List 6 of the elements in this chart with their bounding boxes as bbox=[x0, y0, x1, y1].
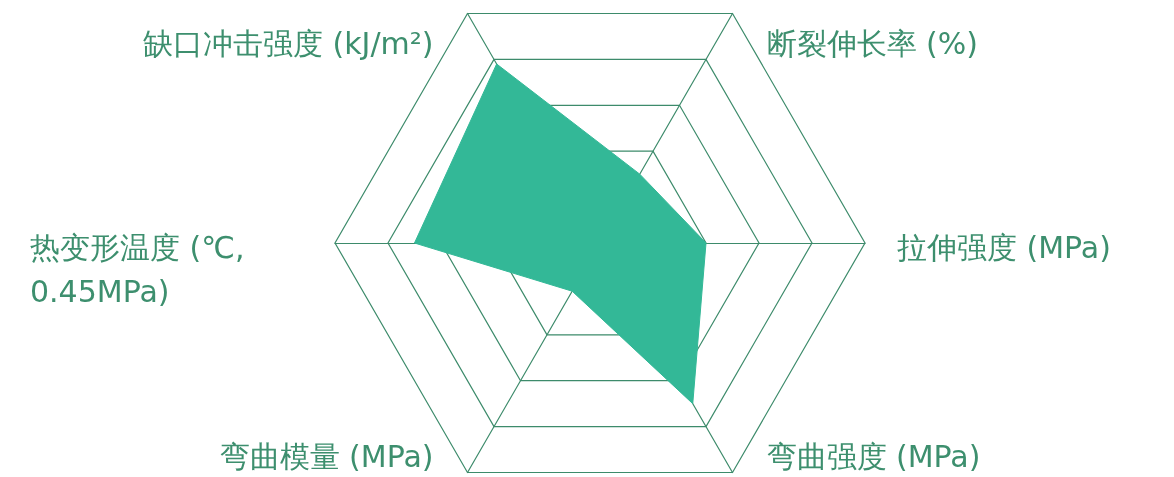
spoke-label: 拉伸强度 (MPa) bbox=[897, 229, 1111, 265]
spoke-label: 弯曲模量 (MPa) bbox=[219, 439, 434, 474]
spoke-label: 热变形温度 (℃, 0.45MPa) bbox=[30, 229, 245, 309]
spoke-label: 缺口冲击强度 (kJ/m²) bbox=[142, 26, 434, 61]
spoke-label: 断裂伸长率 (%) bbox=[766, 26, 978, 61]
spoke-label: 弯曲强度 (MPa) bbox=[766, 439, 981, 474]
